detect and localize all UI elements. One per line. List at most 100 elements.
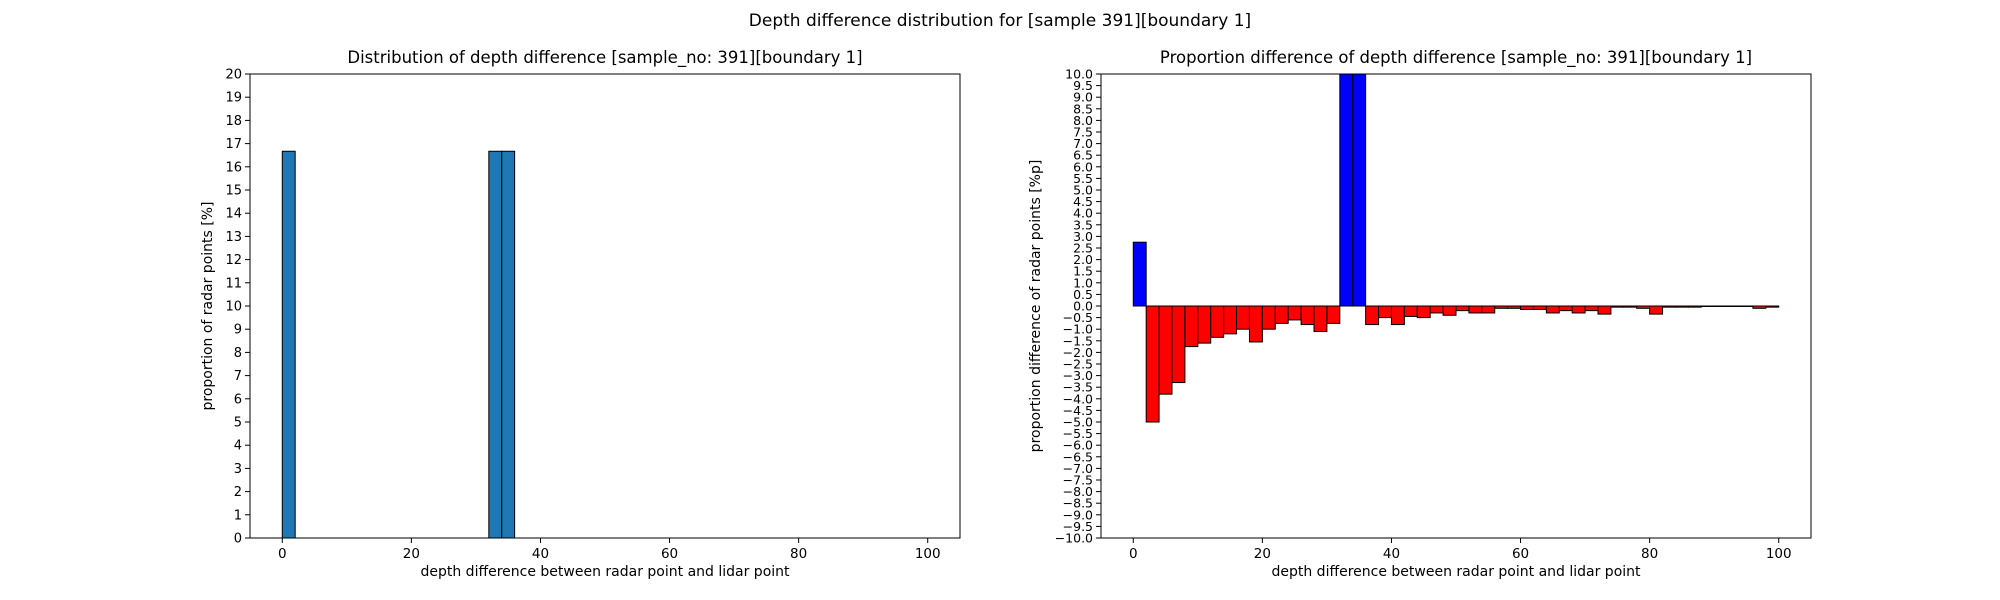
x-tick-label: 20 bbox=[1254, 546, 1271, 562]
x-tick-label: 100 bbox=[915, 546, 941, 562]
bar bbox=[1507, 305, 1522, 309]
left-chart-bars bbox=[281, 150, 516, 539]
y-tick-label: 13 bbox=[225, 230, 242, 245]
y-tick-label: 0.5 bbox=[1073, 287, 1093, 302]
y-tick-label: 5.5 bbox=[1073, 171, 1093, 186]
bar bbox=[1132, 241, 1147, 307]
bar bbox=[1545, 305, 1560, 314]
y-tick-label: 4.5 bbox=[1073, 194, 1093, 209]
bar bbox=[1223, 305, 1238, 335]
y-tick-label: 15 bbox=[225, 184, 242, 199]
y-tick-label: −6.5 bbox=[1063, 449, 1093, 464]
y-tick-label: 7.0 bbox=[1073, 136, 1093, 151]
y-tick-label: −0.5 bbox=[1063, 310, 1093, 325]
y-tick-label: 7.5 bbox=[1073, 125, 1093, 140]
y-tick-label: 6.5 bbox=[1073, 148, 1093, 163]
bar bbox=[1674, 305, 1689, 308]
y-tick-label: 5.0 bbox=[1073, 183, 1093, 198]
bar bbox=[1700, 305, 1715, 307]
bar bbox=[1532, 305, 1547, 310]
left-chart-title: Distribution of depth difference [sample… bbox=[347, 48, 862, 68]
right-chart-bars bbox=[1132, 73, 1780, 423]
bar bbox=[1248, 305, 1263, 343]
y-tick-label: 14 bbox=[225, 207, 242, 222]
y-tick-label: 2.5 bbox=[1073, 241, 1093, 256]
bar bbox=[1365, 305, 1380, 326]
y-tick-label: −9.0 bbox=[1063, 507, 1093, 522]
x-tick-label: 0 bbox=[278, 546, 287, 562]
bar bbox=[1171, 305, 1186, 384]
x-tick-label: 20 bbox=[403, 546, 420, 562]
y-tick-label: −3.0 bbox=[1063, 368, 1093, 383]
bar bbox=[1739, 305, 1754, 307]
y-tick-label: 20 bbox=[225, 68, 242, 83]
y-tick-label: 10.0 bbox=[1065, 67, 1093, 82]
bar bbox=[1481, 305, 1496, 314]
x-tick-label: 60 bbox=[661, 546, 678, 562]
bar bbox=[1352, 73, 1367, 307]
bar bbox=[1326, 305, 1341, 324]
y-tick-label: −3.5 bbox=[1063, 380, 1093, 395]
x-tick-label: 40 bbox=[1383, 546, 1400, 562]
y-tick-label: 1.5 bbox=[1073, 264, 1093, 279]
y-tick-label: −4.0 bbox=[1063, 391, 1093, 406]
bar bbox=[1520, 305, 1534, 310]
y-tick-label: 4.0 bbox=[1073, 206, 1093, 221]
right-chart: Proportion difference of depth differenc… bbox=[1028, 48, 1812, 580]
y-tick-label: 17 bbox=[225, 137, 242, 152]
y-tick-label: 18 bbox=[225, 114, 242, 129]
bar bbox=[1610, 305, 1625, 308]
y-tick-label: 16 bbox=[225, 160, 242, 175]
x-tick-label: 100 bbox=[1766, 546, 1792, 562]
y-tick-label: −2.0 bbox=[1063, 345, 1093, 360]
y-tick-label: 9.0 bbox=[1073, 90, 1093, 105]
bar bbox=[1713, 305, 1728, 307]
bar bbox=[1442, 305, 1457, 316]
y-tick-label: 7 bbox=[234, 369, 242, 384]
bar bbox=[1403, 305, 1418, 317]
bar bbox=[1662, 305, 1676, 308]
x-tick-label: 40 bbox=[532, 546, 549, 562]
bar bbox=[1752, 305, 1767, 309]
left-chart: Distribution of depth difference [sample… bbox=[200, 48, 961, 580]
y-tick-label: 0.0 bbox=[1073, 299, 1093, 314]
y-tick-label: −4.5 bbox=[1063, 403, 1093, 418]
bar bbox=[1158, 305, 1173, 395]
bar bbox=[1726, 305, 1741, 307]
bar bbox=[1313, 305, 1328, 333]
right-chart-title: Proportion difference of depth differenc… bbox=[1160, 48, 1752, 68]
x-tick-label: 0 bbox=[1129, 546, 1138, 562]
x-tick-label: 80 bbox=[1641, 546, 1658, 562]
y-tick-label: 4 bbox=[234, 439, 242, 454]
bar bbox=[1300, 305, 1315, 326]
bar bbox=[1765, 305, 1780, 308]
y-tick-label: 19 bbox=[225, 91, 242, 106]
bar bbox=[1597, 305, 1612, 315]
bar bbox=[1184, 305, 1199, 348]
right-chart-y-axis-label: proportion difference of radar points [%… bbox=[1028, 160, 1044, 453]
y-tick-label: 2 bbox=[234, 485, 242, 500]
y-tick-label: −8.0 bbox=[1063, 484, 1093, 499]
right-chart-plot-frame bbox=[1100, 73, 1812, 539]
bar bbox=[1494, 305, 1509, 309]
left-chart-y-axis-label: proportion of radar points [%] bbox=[200, 201, 216, 410]
bar bbox=[1236, 305, 1250, 330]
bar bbox=[1623, 305, 1638, 308]
y-tick-label: 10 bbox=[225, 300, 242, 315]
bar bbox=[1210, 305, 1225, 338]
y-tick-label: −6.0 bbox=[1063, 438, 1093, 453]
y-tick-label: 3.0 bbox=[1073, 229, 1093, 244]
right-chart-x-axis-label: depth difference between radar point and… bbox=[1271, 564, 1641, 580]
left-chart-x-ticks: 0 20 40 60 80 100 bbox=[278, 538, 941, 562]
y-tick-label: −2.5 bbox=[1063, 357, 1093, 372]
y-tick-label: −7.5 bbox=[1063, 473, 1093, 488]
bar bbox=[1468, 305, 1483, 314]
bar bbox=[1339, 73, 1354, 307]
y-tick-label: 9.5 bbox=[1073, 78, 1093, 93]
bar bbox=[1274, 305, 1289, 324]
bar bbox=[281, 150, 296, 539]
y-tick-label: −10.0 bbox=[1055, 531, 1093, 546]
y-tick-label: 5 bbox=[234, 416, 242, 431]
